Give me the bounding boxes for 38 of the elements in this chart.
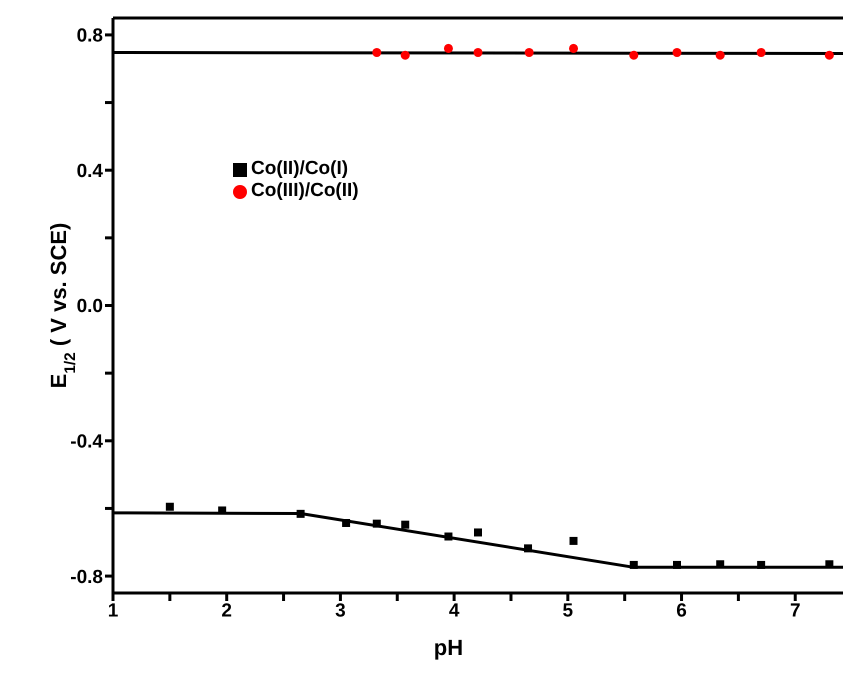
y-tick-label: -0.4	[70, 432, 104, 453]
point	[672, 48, 682, 58]
point	[757, 560, 766, 569]
x-tick-label: 1	[108, 600, 119, 622]
point	[444, 44, 453, 53]
point	[400, 50, 410, 60]
point	[473, 48, 483, 58]
point	[296, 510, 305, 518]
point	[569, 44, 578, 53]
point	[342, 518, 350, 527]
point	[824, 50, 834, 60]
y-tick-label: 0.4	[76, 160, 104, 182]
point	[474, 528, 482, 536]
legend-label: Co(III)/Co(II)	[251, 180, 359, 201]
point	[444, 532, 452, 541]
x-axis-title: pH	[434, 635, 464, 660]
x-tick-label: 4	[448, 600, 460, 622]
point	[756, 48, 766, 58]
point	[524, 48, 534, 58]
x-tick-label: 2	[221, 600, 232, 622]
x-tick-label: 6	[676, 600, 687, 622]
point	[372, 520, 381, 528]
point	[524, 544, 532, 552]
point	[401, 520, 410, 529]
point	[372, 48, 382, 58]
point	[166, 502, 174, 511]
point	[570, 536, 578, 545]
point	[672, 560, 681, 569]
point	[716, 50, 725, 60]
point	[630, 560, 638, 569]
y-tick-label: -0.8	[70, 566, 103, 588]
y-tick-label: 0.0	[76, 296, 103, 318]
x-tick-label: 7	[790, 600, 801, 622]
point	[629, 50, 638, 60]
legend-label: Co(II)/Co(I)	[251, 158, 348, 179]
x-tick-label: 3	[335, 600, 346, 622]
x-tick-label: 5	[562, 600, 574, 622]
y-tick-label: 0.8	[76, 26, 103, 47]
